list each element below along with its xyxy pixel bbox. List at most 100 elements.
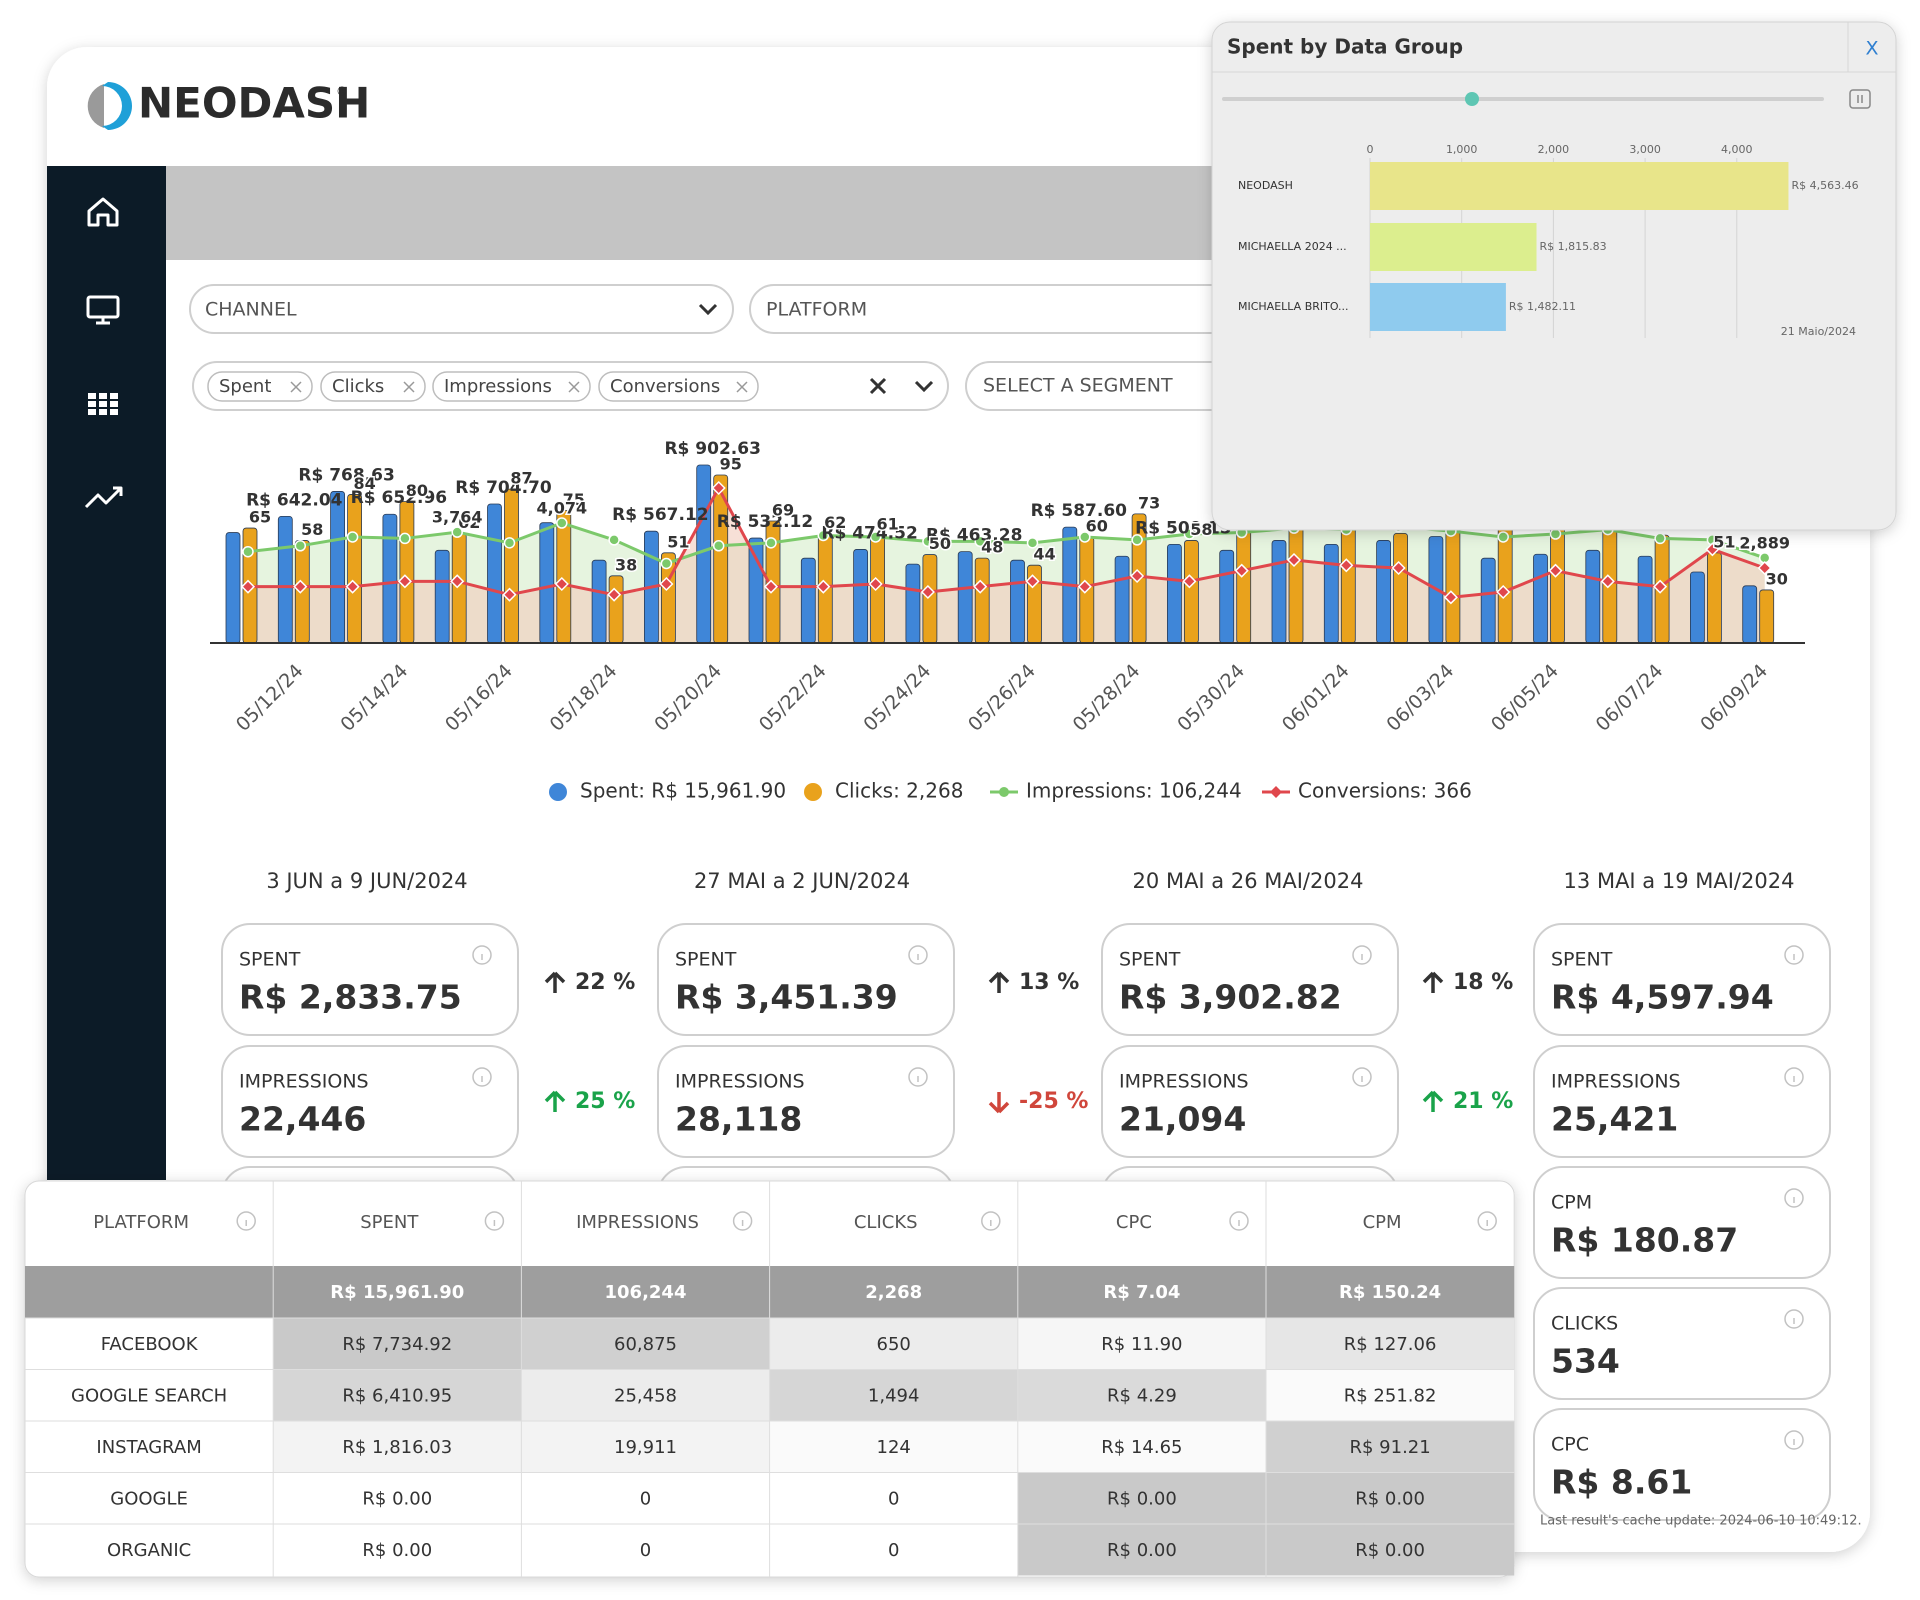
- point: [1497, 531, 1509, 543]
- data-label: 3,764: [432, 508, 483, 527]
- trend-icon[interactable]: [84, 486, 123, 509]
- bar: [1742, 585, 1758, 644]
- card-value: 28,118: [675, 1100, 802, 1139]
- point: [293, 579, 308, 594]
- data-label: 60: [1086, 516, 1108, 535]
- point: [294, 540, 307, 552]
- card-box: [1533, 1045, 1831, 1158]
- clear-button[interactable]: [869, 377, 887, 395]
- card-box: [1533, 1166, 1831, 1279]
- close-button[interactable]: X: [1865, 38, 1878, 60]
- y-tick-label: MICHAELLA 2024 ...: [1238, 240, 1347, 253]
- data-label: R$ 768.63: [298, 465, 394, 485]
- data-label: 51: [667, 532, 689, 551]
- legend-item[interactable]: Clicks: 2,268: [804, 779, 963, 803]
- cell-shade: [1017, 1421, 1266, 1473]
- card-label: SPENT: [239, 949, 301, 971]
- cell-shade: [521, 1524, 770, 1576]
- point: [868, 576, 883, 592]
- data-label: R$ 463.28: [926, 526, 1022, 546]
- kpi-card: CPC R$ 8.61: [1533, 1408, 1831, 1521]
- data-label: 80: [406, 481, 428, 500]
- legend-item[interactable]: Conversions: 366: [1262, 779, 1472, 803]
- x-tick-label: 1,000: [1446, 143, 1478, 156]
- card-value: R$ 2,833.75: [239, 978, 462, 1017]
- channel-dropdown[interactable]: CHANNEL: [189, 284, 734, 334]
- slider-knob[interactable]: [1465, 92, 1479, 106]
- data-label: R$ 1,482.11: [1509, 300, 1576, 313]
- bar: [539, 522, 555, 644]
- total-cell: 2,268: [865, 1282, 922, 1303]
- column-header[interactable]: CPM: [1363, 1212, 1402, 1233]
- main-chart: R$ 642.04 R$ 768.63 R$ 652.96 R$ 704.70 R$ 5…: [210, 439, 1805, 803]
- legend-item[interactable]: Spent: R$ 15,961.90: [549, 779, 786, 803]
- bar: [905, 563, 921, 644]
- logo-mark: ®: [336, 85, 348, 99]
- y-tick-label: MICHAELLA BRITO...: [1238, 300, 1349, 313]
- data-label: R$ 1,815.83: [1540, 240, 1607, 253]
- table-cell: R$ 0.00: [1355, 1488, 1425, 1509]
- bar: [1690, 571, 1705, 644]
- cell-shade: [769, 1369, 1018, 1421]
- chip-remove[interactable]: [568, 381, 580, 393]
- cell-shade: [1266, 1318, 1515, 1370]
- change-arrow: [544, 1090, 566, 1112]
- info-icon: [236, 1211, 256, 1231]
- chip[interactable]: Spent: [207, 371, 313, 402]
- info-icon: [1352, 945, 1372, 965]
- table-cell: 60,875: [614, 1334, 677, 1355]
- platform-dropdown[interactable]: PLATFORM: [749, 284, 1271, 334]
- column-header[interactable]: SPENT: [360, 1212, 419, 1233]
- chevron[interactable]: [914, 380, 934, 393]
- table-cell: 650: [877, 1334, 911, 1355]
- segment-dropdown[interactable]: SELECT A SEGMENT: [965, 361, 1267, 411]
- data-label: 65: [249, 508, 271, 527]
- column-header[interactable]: CLICKS: [854, 1212, 918, 1233]
- chip-box: [207, 371, 313, 402]
- column-header[interactable]: IMPRESSIONS: [576, 1212, 699, 1233]
- chip[interactable]: Clicks: [320, 371, 426, 402]
- card-label: IMPRESSIONS: [675, 1071, 805, 1093]
- chip-remove[interactable]: [403, 381, 415, 393]
- dropdown-label: PLATFORM: [766, 299, 867, 321]
- data-label: 61: [876, 515, 898, 534]
- line: [248, 484, 1766, 599]
- table-cell: 1,494: [868, 1385, 920, 1406]
- bar: [853, 549, 868, 644]
- column-header[interactable]: PLATFORM: [93, 1212, 189, 1233]
- pause-button[interactable]: [1849, 89, 1871, 109]
- cell-shade: [273, 1421, 522, 1473]
- bar: [277, 515, 293, 644]
- bar: [451, 532, 467, 644]
- cell-shade: [521, 1472, 770, 1524]
- data-label: R$ 500.15: [1135, 518, 1231, 538]
- logo[interactable]: NEODASH ®: [87, 79, 371, 131]
- data-label: R$ 704.70: [455, 478, 552, 498]
- legend-item[interactable]: Impressions: 106,244: [990, 779, 1242, 803]
- info-icon: [908, 1067, 928, 1087]
- dropdown-label: SELECT A SEGMENT: [983, 375, 1173, 397]
- table-cell: 25,458: [614, 1385, 677, 1406]
- data-label: R$ 4,563.46: [1791, 179, 1858, 192]
- chip[interactable]: Impressions: [432, 371, 591, 402]
- cell-shade: [1017, 1472, 1266, 1524]
- grid-icon[interactable]: [88, 393, 118, 415]
- bar: [1370, 162, 1789, 210]
- chip-remove[interactable]: [290, 381, 302, 393]
- column-header[interactable]: CPC: [1116, 1212, 1152, 1233]
- point: [1234, 563, 1249, 578]
- chip[interactable]: Conversions: [598, 371, 759, 402]
- cell-shade: [1017, 1524, 1266, 1576]
- point: [1654, 532, 1666, 545]
- point: [659, 576, 674, 592]
- card-box: [657, 1045, 955, 1158]
- card-label: CPM: [1551, 1192, 1592, 1214]
- bar: [434, 549, 450, 644]
- chip-remove[interactable]: [736, 381, 748, 393]
- bar: [382, 513, 398, 644]
- point: [817, 529, 830, 542]
- sidebar: [47, 166, 166, 1180]
- data-label: 4,074: [536, 499, 587, 518]
- home-icon[interactable]: [87, 197, 119, 227]
- table-cell: R$ 0.00: [362, 1488, 432, 1509]
